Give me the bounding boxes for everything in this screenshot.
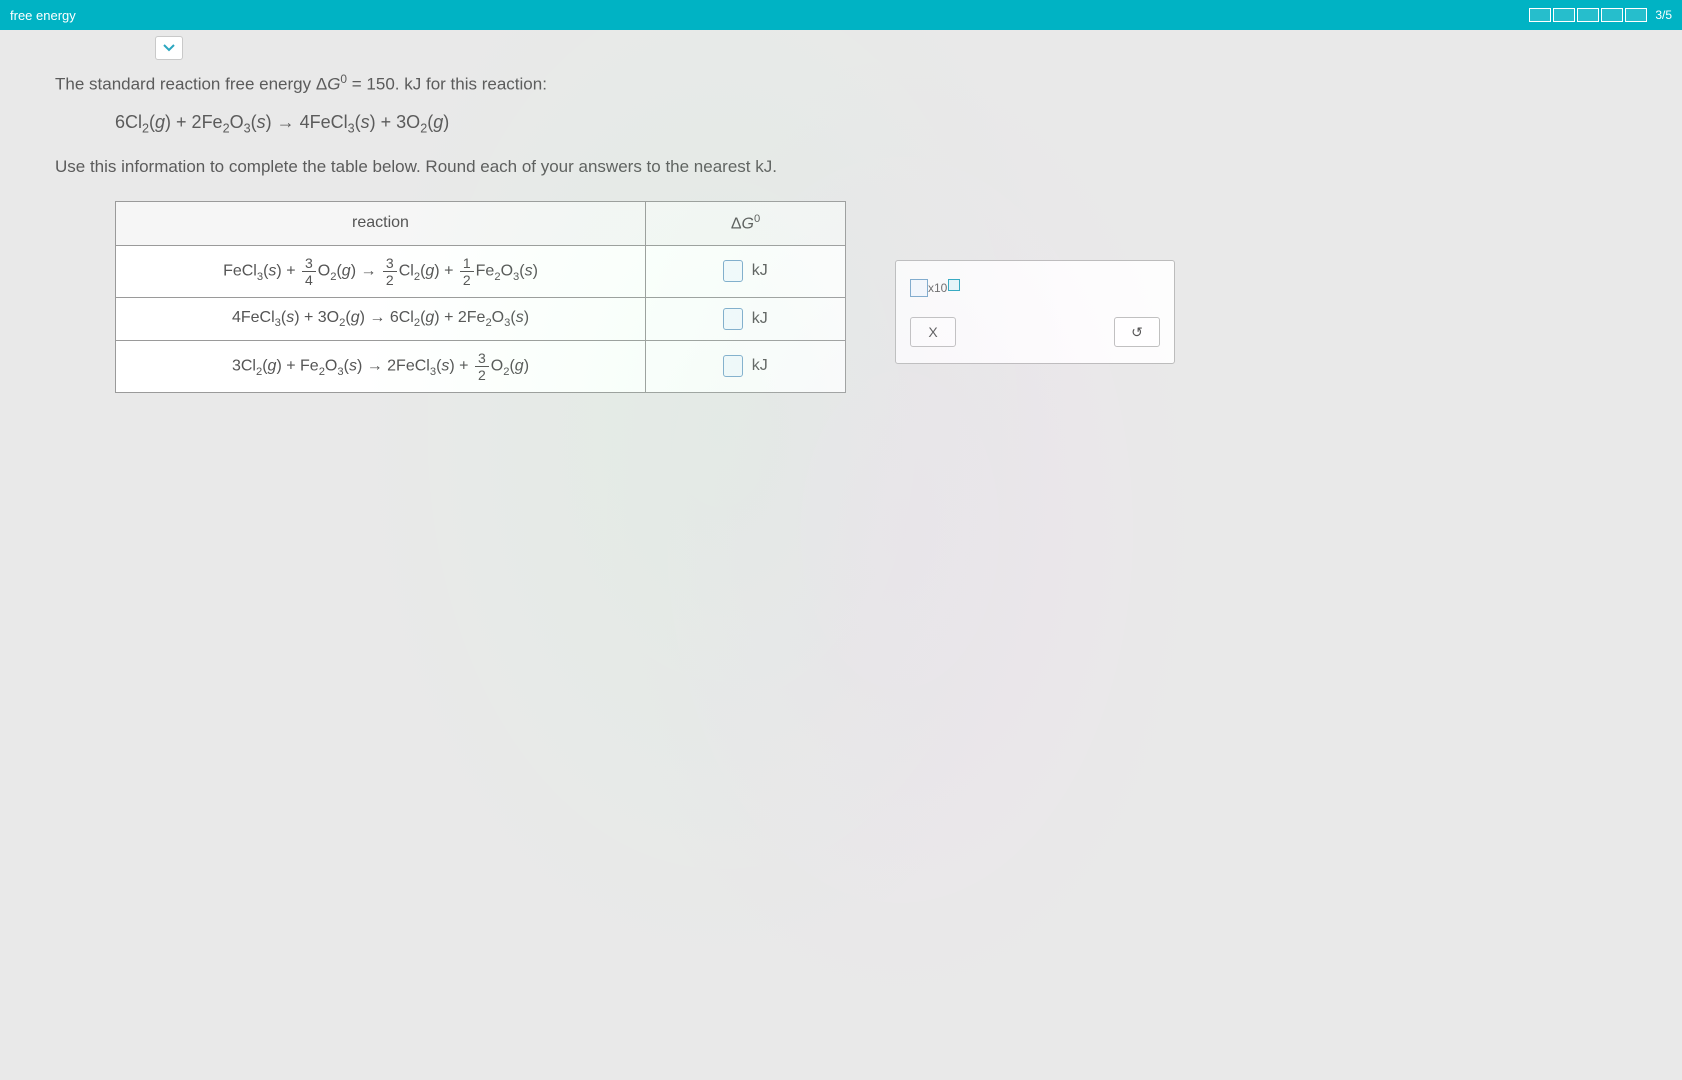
progress-box — [1577, 8, 1599, 22]
table-row: 3Cl2(g) + Fe2O3(s) → 2FeCl3(s) + 32O2(g)… — [116, 340, 846, 392]
top-bar: free energy 3/5 — [0, 0, 1682, 30]
question-content: The standard reaction free energy ΔG0 = … — [0, 70, 1682, 393]
answer-unit: kJ — [752, 262, 768, 279]
answer-unit: kJ — [752, 357, 768, 374]
table-row: 4FeCl3(s) + 3O2(g) → 6Cl2(g) + 2Fe2O3(s)… — [116, 297, 846, 340]
input-toolbox: x10 X ↺ — [895, 260, 1175, 364]
progress-box — [1529, 8, 1551, 22]
sci-notation-tool[interactable]: x10 — [910, 273, 960, 303]
instruction-line: Use this information to complete the tab… — [55, 153, 1642, 180]
intro-pre: The standard reaction free energy — [55, 75, 316, 94]
intro-line: The standard reaction free energy ΔG0 = … — [55, 70, 1642, 98]
given-reaction: 6Cl2(g) + 2Fe2O3(s) → 4FeCl3(s) + 3O2(g) — [115, 112, 1642, 136]
answer-input-2[interactable] — [723, 308, 743, 330]
chevron-down-icon — [163, 44, 175, 52]
table-row: FeCl3(s) + 34O2(g) → 32Cl2(g) + 12Fe2O3(… — [116, 245, 846, 297]
progress-count: 3/5 — [1655, 8, 1672, 22]
col-header-dg: ΔG0 — [646, 201, 846, 245]
answer-cell: kJ — [646, 340, 846, 392]
answer-cell: kJ — [646, 245, 846, 297]
answer-input-1[interactable] — [723, 260, 743, 282]
answer-unit: kJ — [752, 310, 768, 327]
progress-box — [1553, 8, 1575, 22]
reaction-table-wrap: reaction ΔG0 FeCl3(s) + 34O2(g) → 32Cl2(… — [115, 201, 1642, 393]
answer-input-3[interactable] — [723, 355, 743, 377]
progress-indicator — [1529, 8, 1647, 22]
topbar-title: free energy — [10, 8, 76, 23]
dg-value: 150. — [366, 75, 399, 94]
reaction-cell: 3Cl2(g) + Fe2O3(s) → 2FeCl3(s) + 32O2(g) — [116, 340, 646, 392]
topbar-right: 3/5 — [1529, 8, 1672, 22]
reaction-cell: FeCl3(s) + 34O2(g) → 32Cl2(g) + 12Fe2O3(… — [116, 245, 646, 297]
question-page: The standard reaction free energy ΔG0 = … — [0, 30, 1682, 1080]
progress-box — [1601, 8, 1623, 22]
dg-unit: kJ — [404, 75, 421, 94]
reset-button[interactable]: ↺ — [1114, 317, 1160, 347]
clear-button[interactable]: X — [910, 317, 956, 347]
col-header-reaction: reaction — [116, 201, 646, 245]
answer-cell: kJ — [646, 297, 846, 340]
reaction-table: reaction ΔG0 FeCl3(s) + 34O2(g) → 32Cl2(… — [115, 201, 846, 393]
progress-box — [1625, 8, 1647, 22]
intro-post: for this reaction: — [426, 75, 547, 94]
reaction-cell: 4FeCl3(s) + 3O2(g) → 6Cl2(g) + 2Fe2O3(s) — [116, 297, 646, 340]
hint-dropdown-toggle[interactable] — [155, 36, 183, 60]
